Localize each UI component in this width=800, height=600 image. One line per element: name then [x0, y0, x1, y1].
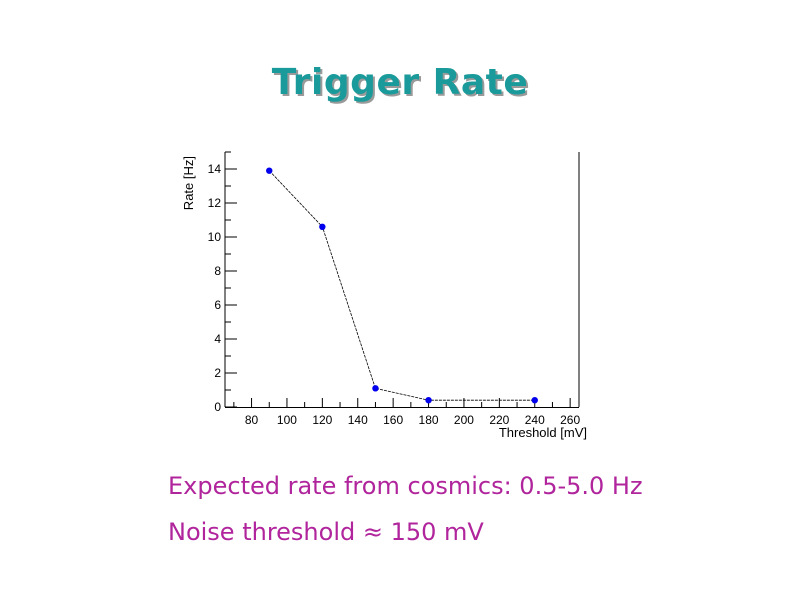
y-axis: 0 2 4 6 8 10 12 14: [208, 151, 580, 414]
data-point: [425, 397, 432, 404]
x-tick-label: 180: [419, 413, 439, 427]
y-tick-label: 6: [214, 298, 221, 312]
data-point: [266, 167, 273, 174]
y-tick-label: 12: [208, 196, 222, 210]
x-axis-title: Threshold [mV]: [499, 425, 587, 440]
y-tick-label: 0: [214, 400, 221, 414]
x-axis: 80 100 120 140 160 180 200 220 240 260: [225, 398, 580, 427]
slide-title: Trigger Rate: [271, 62, 529, 103]
series-line: [269, 170, 535, 401]
y-tick-label: 4: [214, 332, 221, 346]
y-tick-label: 2: [214, 366, 221, 380]
y-tick-label: 8: [214, 264, 221, 278]
x-tick-label: 240: [525, 413, 545, 427]
y-axis-title: Rate [Hz]: [181, 156, 196, 210]
y-tick-label: 10: [208, 230, 222, 244]
series-group: [266, 167, 538, 404]
x-tick-label: 120: [312, 413, 332, 427]
x-tick-label: 80: [245, 413, 259, 427]
x-tick-label: 260: [560, 413, 580, 427]
y-tick-label: 14: [208, 162, 222, 176]
x-tick-label: 200: [454, 413, 474, 427]
x-tick-label: 220: [489, 413, 509, 427]
data-point: [531, 397, 538, 404]
x-tick-label: 100: [277, 413, 297, 427]
noise-threshold-note: Noise threshold ≈ 150 mV: [168, 518, 484, 546]
x-tick-label: 160: [383, 413, 403, 427]
x-tick-label: 140: [348, 413, 368, 427]
data-point: [372, 385, 379, 392]
data-point: [319, 223, 326, 230]
expected-rate-note: Expected rate from cosmics: 0.5-5.0 Hz: [168, 472, 643, 500]
